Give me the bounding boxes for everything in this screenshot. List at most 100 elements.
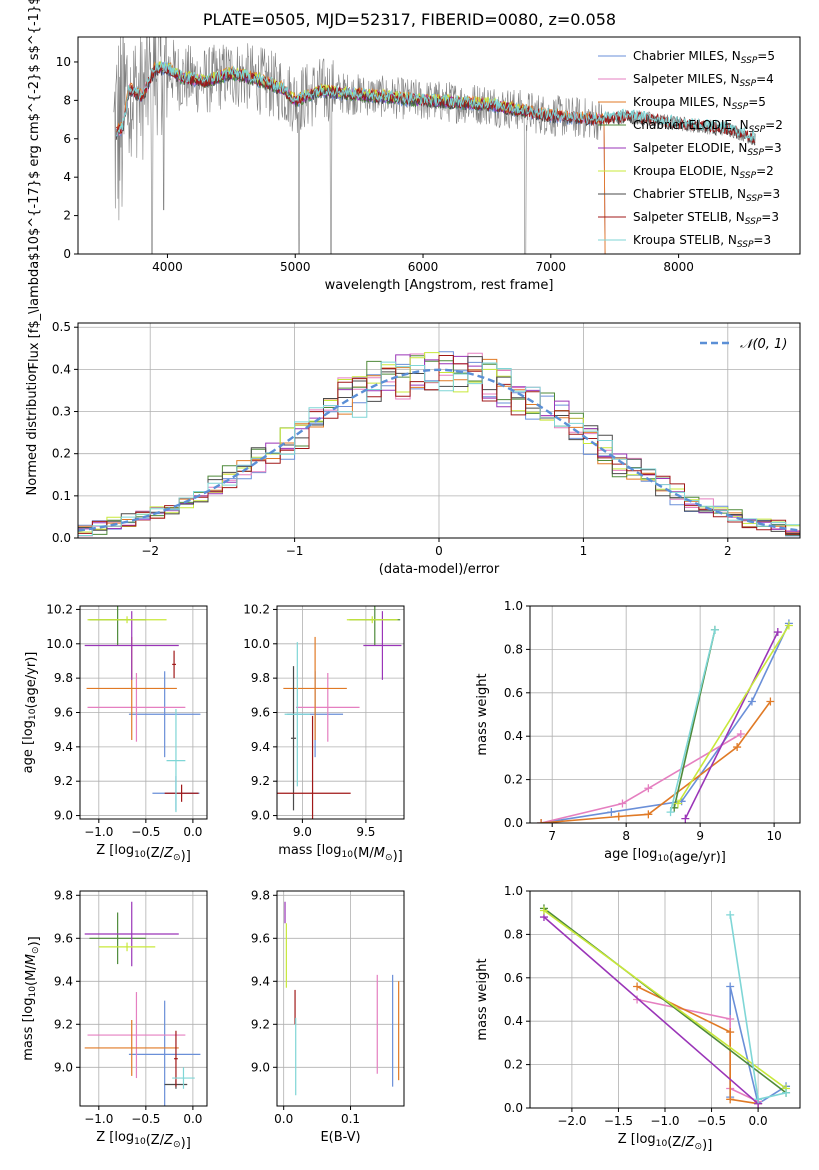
- series-marker: [681, 814, 690, 823]
- x-tick-label: −1.5: [604, 1114, 633, 1128]
- series-chabrier_miles-line: [540, 623, 790, 823]
- x-tick-label: 2: [724, 544, 732, 558]
- x-tick-label: −1: [286, 544, 304, 558]
- y-tick-label: 0.4: [504, 729, 523, 743]
- x-tick-label: 0.0: [183, 825, 202, 839]
- x-tick-label: 9.5: [356, 825, 375, 839]
- x-axis-label: E(B-V): [320, 1130, 360, 1145]
- x-tick-label: −2.0: [557, 1114, 586, 1128]
- y-axis-label: mass [log10(M/M⊙)]: [21, 936, 42, 1060]
- y-tick-label: 0.1: [52, 489, 71, 503]
- y-tick-label: 9.4: [251, 974, 270, 988]
- y-tick-label: 9.2: [54, 774, 73, 788]
- series-salpeter_miles-line: [540, 733, 742, 823]
- series-marker: [784, 621, 793, 630]
- series-marker: [736, 730, 745, 739]
- y-tick-label: 0.8: [504, 642, 523, 656]
- legend-label: Salpeter MILES, NSSP=4: [633, 72, 774, 89]
- x-tick-label: 1: [580, 544, 588, 558]
- series-marker: [633, 982, 642, 991]
- x-tick-label: 5000: [280, 260, 311, 274]
- hist-kroupa_stelib: [78, 361, 800, 536]
- figure-title: PLATE=0505, MJD=52317, FIBERID=0080, z=0…: [202, 10, 617, 29]
- series-marker: [773, 628, 782, 637]
- x-tick-label: −0.5: [697, 1114, 726, 1128]
- series-marker: [607, 808, 616, 817]
- series-marker: [618, 799, 627, 808]
- legend: Chabrier MILES, NSSP=5 Salpeter MILES, NS…: [598, 49, 783, 250]
- legend-label: Chabrier MILES, NSSP=5: [633, 49, 775, 66]
- legend-label: Salpeter STELIB, NSSP=3: [633, 210, 779, 227]
- y-tick-label: 9.2: [54, 1017, 73, 1031]
- series-chabrier_elodie-line: [543, 907, 787, 1094]
- plot-area: [284, 901, 400, 1096]
- x-tick-label: 7000: [536, 260, 567, 274]
- y-tick-label: 9.0: [54, 1060, 73, 1074]
- series-marker: [726, 1028, 735, 1037]
- legend-label: Kroupa MILES, NSSP=5: [633, 95, 766, 112]
- chart-mass_vs_ebv: 0.0 0.1 9.0 9.2 9.4 9.6 9.8 E(B-V): [251, 888, 405, 1145]
- series-marker: [726, 1015, 735, 1024]
- legend-label: Kroupa STELIB, NSSP=3: [633, 233, 771, 250]
- legend-label: Kroupa ELODIE, NSSP=2: [633, 164, 774, 181]
- hist-salpeter_stelib: [78, 355, 800, 535]
- y-tick-label: 4: [63, 170, 71, 184]
- gaussian-curve: [78, 368, 800, 532]
- y-tick-label: 9.4: [54, 740, 73, 754]
- legend-label: Chabrier ELODIE, NSSP=2: [633, 118, 783, 135]
- series-marker: [726, 982, 735, 991]
- y-tick-label: 6: [63, 132, 71, 146]
- x-tick-label: 9: [696, 829, 704, 843]
- y-tick-label: 1.0: [504, 884, 523, 898]
- y-tick-label: 9.6: [251, 706, 270, 720]
- x-tick-label: 7: [548, 829, 556, 843]
- y-tick-label: 2: [63, 209, 71, 223]
- series-marker: [673, 799, 682, 808]
- y-tick-label: 9.8: [251, 888, 270, 902]
- axes-frame: [79, 890, 208, 1107]
- x-axis-label: Z [log10(Z/Z⊙)]: [618, 1132, 713, 1153]
- y-tick-label: 9.2: [251, 1017, 270, 1031]
- y-tick-label: 9.4: [251, 740, 270, 754]
- x-axis-label: mass [log10(M/M⊙)]: [278, 843, 402, 864]
- y-axis-label: age [log10(age/yr)]: [21, 652, 39, 774]
- x-tick-label: 0.0: [274, 1112, 293, 1126]
- y-tick-label: 0.2: [504, 1058, 523, 1072]
- x-tick-label: 0.1: [341, 1112, 360, 1126]
- y-tick-label: 0.0: [52, 531, 71, 545]
- series-marker: [710, 625, 719, 634]
- y-tick-label: 0.0: [504, 1101, 523, 1115]
- y-tick-label: 9.4: [54, 974, 73, 988]
- series-kroupa_elodie-line: [677, 625, 790, 804]
- series-marker: [644, 784, 653, 793]
- x-axis-label: age [log10(age/yr)]: [604, 847, 726, 865]
- plot-area: [537, 619, 793, 823]
- y-tick-label: 9.0: [251, 1060, 270, 1074]
- x-axis-label: Z [log10(Z/Z⊙)]: [96, 843, 191, 864]
- y-tick-label: 9.6: [54, 706, 73, 720]
- series-marker: [539, 906, 548, 915]
- x-axis-label: Z [log10(Z/Z⊙)]: [96, 1130, 191, 1151]
- y-axis-label: mass weight: [475, 673, 490, 755]
- series-salpeter_elodie-line: [543, 916, 759, 1105]
- y-tick-label: 0.2: [504, 773, 523, 787]
- y-tick-label: 0.4: [52, 362, 71, 376]
- plot-area: [277, 606, 402, 819]
- y-tick-label: 9.0: [251, 809, 270, 823]
- x-tick-label: −1.0: [84, 825, 113, 839]
- x-tick-label: 0.0: [183, 1112, 202, 1126]
- y-tick-label: 10: [56, 55, 71, 69]
- x-tick-label: 9.0: [293, 825, 312, 839]
- x-tick-label: 0.0: [749, 1114, 768, 1128]
- chart-mass_vs_Z: −1.0 −0.5 0.0 9.0 9.2 9.4 9.6 9.8 Z [log10(Z/Z⊙)…: [21, 888, 208, 1151]
- y-axis-label: Normed distribution: [25, 366, 40, 496]
- legend-label: Chabrier STELIB, NSSP=3: [633, 187, 780, 204]
- y-tick-label: 0.0: [504, 816, 523, 830]
- chart-spectrum: 4000 5000 6000 7000 8000 0 2 4 6 8 10 wavelength [A…: [27, 0, 801, 369]
- plot-area: [84, 901, 201, 1106]
- chart-weight_vs_age: 7 8 9 10 0.0 0.2 0.4 0.6 0.8 1.0 age [log10(age/yr…: [475, 599, 801, 865]
- y-tick-label: 0.2: [52, 447, 71, 461]
- y-tick-label: 0.3: [52, 405, 71, 419]
- y-tick-label: 0.4: [504, 1014, 523, 1028]
